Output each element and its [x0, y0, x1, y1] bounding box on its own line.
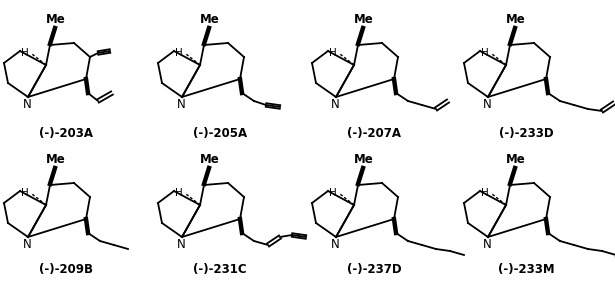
Text: N: N	[483, 98, 491, 111]
Text: Me: Me	[506, 13, 526, 26]
Text: (-)-207A: (-)-207A	[347, 127, 401, 140]
Text: (-)-209B: (-)-209B	[39, 263, 93, 276]
Text: N: N	[23, 238, 31, 251]
Text: Me: Me	[46, 153, 66, 166]
Text: H: H	[482, 188, 489, 198]
Text: (-)-231C: (-)-231C	[193, 263, 247, 276]
Text: Me: Me	[354, 153, 374, 166]
Text: Me: Me	[200, 13, 220, 26]
Text: (-)-205A: (-)-205A	[193, 127, 247, 140]
Text: N: N	[331, 238, 339, 251]
Text: (-)-233M: (-)-233M	[498, 263, 554, 276]
Text: H: H	[175, 48, 183, 58]
Text: H: H	[482, 48, 489, 58]
Text: N: N	[23, 98, 31, 111]
Text: N: N	[177, 98, 185, 111]
Text: H: H	[22, 48, 29, 58]
Text: (-)-203A: (-)-203A	[39, 127, 93, 140]
Text: Me: Me	[46, 13, 66, 26]
Text: H: H	[22, 188, 29, 198]
Text: H: H	[175, 188, 183, 198]
Text: (-)-237D: (-)-237D	[347, 263, 402, 276]
Text: H: H	[329, 48, 337, 58]
Text: Me: Me	[354, 13, 374, 26]
Text: N: N	[483, 238, 491, 251]
Text: (-)-233D: (-)-233D	[499, 127, 554, 140]
Text: Me: Me	[506, 153, 526, 166]
Text: Me: Me	[200, 153, 220, 166]
Text: H: H	[329, 188, 337, 198]
Text: N: N	[177, 238, 185, 251]
Text: N: N	[331, 98, 339, 111]
